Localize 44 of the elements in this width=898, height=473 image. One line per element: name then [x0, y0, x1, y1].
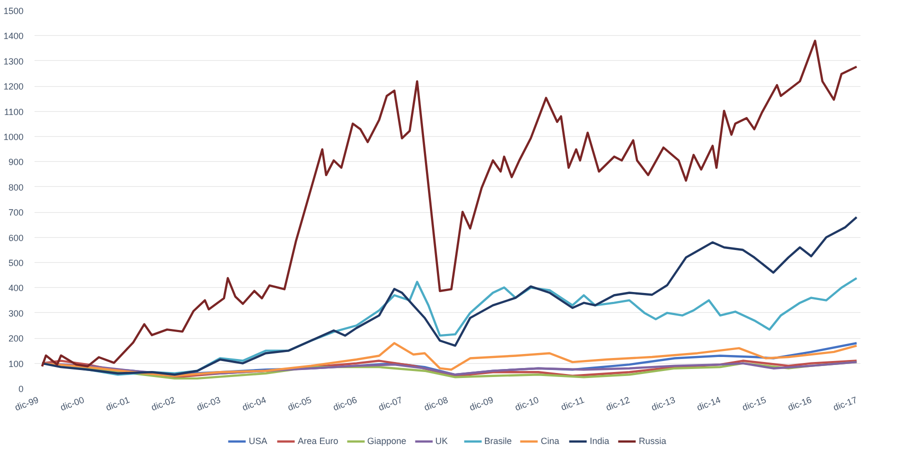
- x-tick-label: dic-02: [150, 394, 176, 413]
- y-tick-label: 900: [8, 157, 24, 168]
- x-tick-label: dic-12: [604, 394, 632, 413]
- x-tick-label: dic-03: [195, 394, 222, 413]
- x-tick-label: dic-16: [786, 394, 813, 413]
- legend-label: India: [590, 436, 610, 446]
- y-tick-label: 400: [8, 283, 24, 294]
- legend-label: Russia: [638, 436, 666, 446]
- y-tick-label: 1500: [3, 6, 24, 16]
- x-tick-label: dic-07: [377, 394, 404, 413]
- x-tick-label: dic-08: [422, 394, 450, 413]
- y-tick-label: 100: [8, 358, 24, 369]
- x-tick-label: dic-10: [514, 394, 540, 413]
- x-tick-label: dic-99: [13, 394, 40, 413]
- legend-label: Cina: [540, 436, 560, 446]
- x-tick-label: dic-09: [468, 394, 495, 413]
- y-tick-label: 1300: [3, 56, 24, 66]
- legend-label: USA: [248, 436, 268, 446]
- legend-label: Brasile: [484, 436, 512, 446]
- y-tick-label: 200: [8, 334, 24, 344]
- line-series: [40, 40, 858, 368]
- legend-label: Giappone: [367, 436, 406, 446]
- x-tick-label: dic-13: [650, 394, 677, 413]
- y-tick-label: 600: [8, 232, 24, 243]
- y-tick-label: 500: [8, 258, 24, 268]
- y-tick-label: 1200: [3, 82, 24, 92]
- y-tick-label: 1000: [3, 132, 24, 142]
- x-tick-label: dic-01: [104, 394, 131, 413]
- y-tick-label: 700: [8, 208, 24, 218]
- y-tick-label: 0: [18, 384, 24, 394]
- x-tick-label: dic-11: [560, 394, 586, 412]
- y-tick-label: 800: [8, 182, 24, 192]
- x-tick-label: dic-14: [695, 394, 722, 413]
- x-tick-label: dic-15: [740, 394, 768, 413]
- x-tick-label: dic-17: [832, 394, 858, 413]
- y-tick-label: 1400: [3, 31, 24, 42]
- x-tick-label: dic-04: [240, 394, 268, 413]
- x-tick-label: dic-05: [286, 394, 313, 413]
- x-tick-label: dic-06: [332, 394, 358, 413]
- legend-label: UK: [435, 436, 449, 446]
- y-tick-label: 300: [8, 308, 24, 318]
- y-tick-label: 1100: [4, 106, 24, 117]
- x-tick-label: dic-00: [59, 394, 86, 413]
- legend-label: Area Euro: [298, 436, 338, 446]
